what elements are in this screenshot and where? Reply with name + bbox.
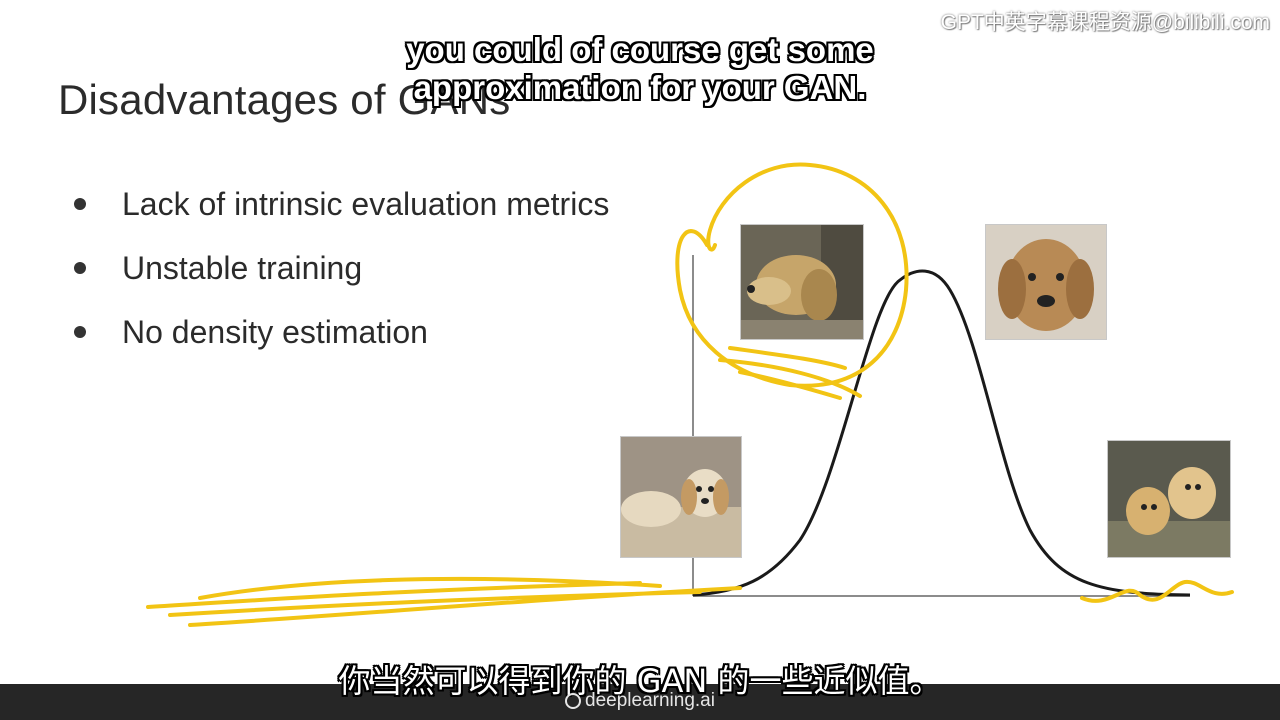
dog-photo-icon <box>741 225 863 339</box>
footer-bar <box>0 684 1280 720</box>
bullet-dot-icon <box>74 262 86 274</box>
scribble-annotation <box>718 346 862 400</box>
dog-photo-icon <box>621 437 741 557</box>
dog-photo-icon <box>1108 441 1230 557</box>
bullet-text: Unstable training <box>122 249 363 286</box>
bullet-text: Lack of intrinsic evaluation metrics <box>122 185 610 222</box>
dog-photo-pair <box>1107 440 1231 558</box>
bullet-item: Unstable training <box>74 236 609 300</box>
slide: Disadvantages of GANs Lack of intrinsic … <box>58 76 1234 627</box>
footer-brand: deeplearning.ai <box>0 690 1280 712</box>
dog-photo-icon <box>986 225 1106 339</box>
brand-text: deeplearning.ai <box>585 690 715 711</box>
caption-chinese: 你当然可以得到你的 GAN 的一些近似值。 <box>338 662 942 700</box>
dog-photo-lying <box>620 436 742 558</box>
circle-annotation <box>675 162 909 388</box>
bullet-text: No density estimation <box>122 313 428 350</box>
density-curve <box>692 269 1191 597</box>
caption-english-line1: you could of course get some <box>406 31 874 68</box>
dog-photo-profile <box>740 224 864 340</box>
tail-scribble-annotation <box>1080 579 1234 603</box>
slide-title: Disadvantages of GANs <box>58 76 511 123</box>
bullet-dot-icon <box>74 198 86 210</box>
bullet-item: No density estimation <box>74 300 609 364</box>
bullet-dot-icon <box>74 326 86 338</box>
bullet-list: Lack of intrinsic evaluation metrics Uns… <box>74 172 609 364</box>
annotation-strokes <box>146 162 1234 627</box>
bullet-item: Lack of intrinsic evaluation metrics <box>74 172 609 236</box>
deeplearning-logo-icon <box>565 693 582 709</box>
floor-scribble-annotation <box>146 576 742 627</box>
dog-photo-front <box>985 224 1107 340</box>
caption-english-line2: approximation for your GAN. <box>413 69 867 106</box>
density-diagram <box>146 162 1234 627</box>
watermark: GPT中英字幕课程资源@bilibili.com <box>940 11 1270 34</box>
